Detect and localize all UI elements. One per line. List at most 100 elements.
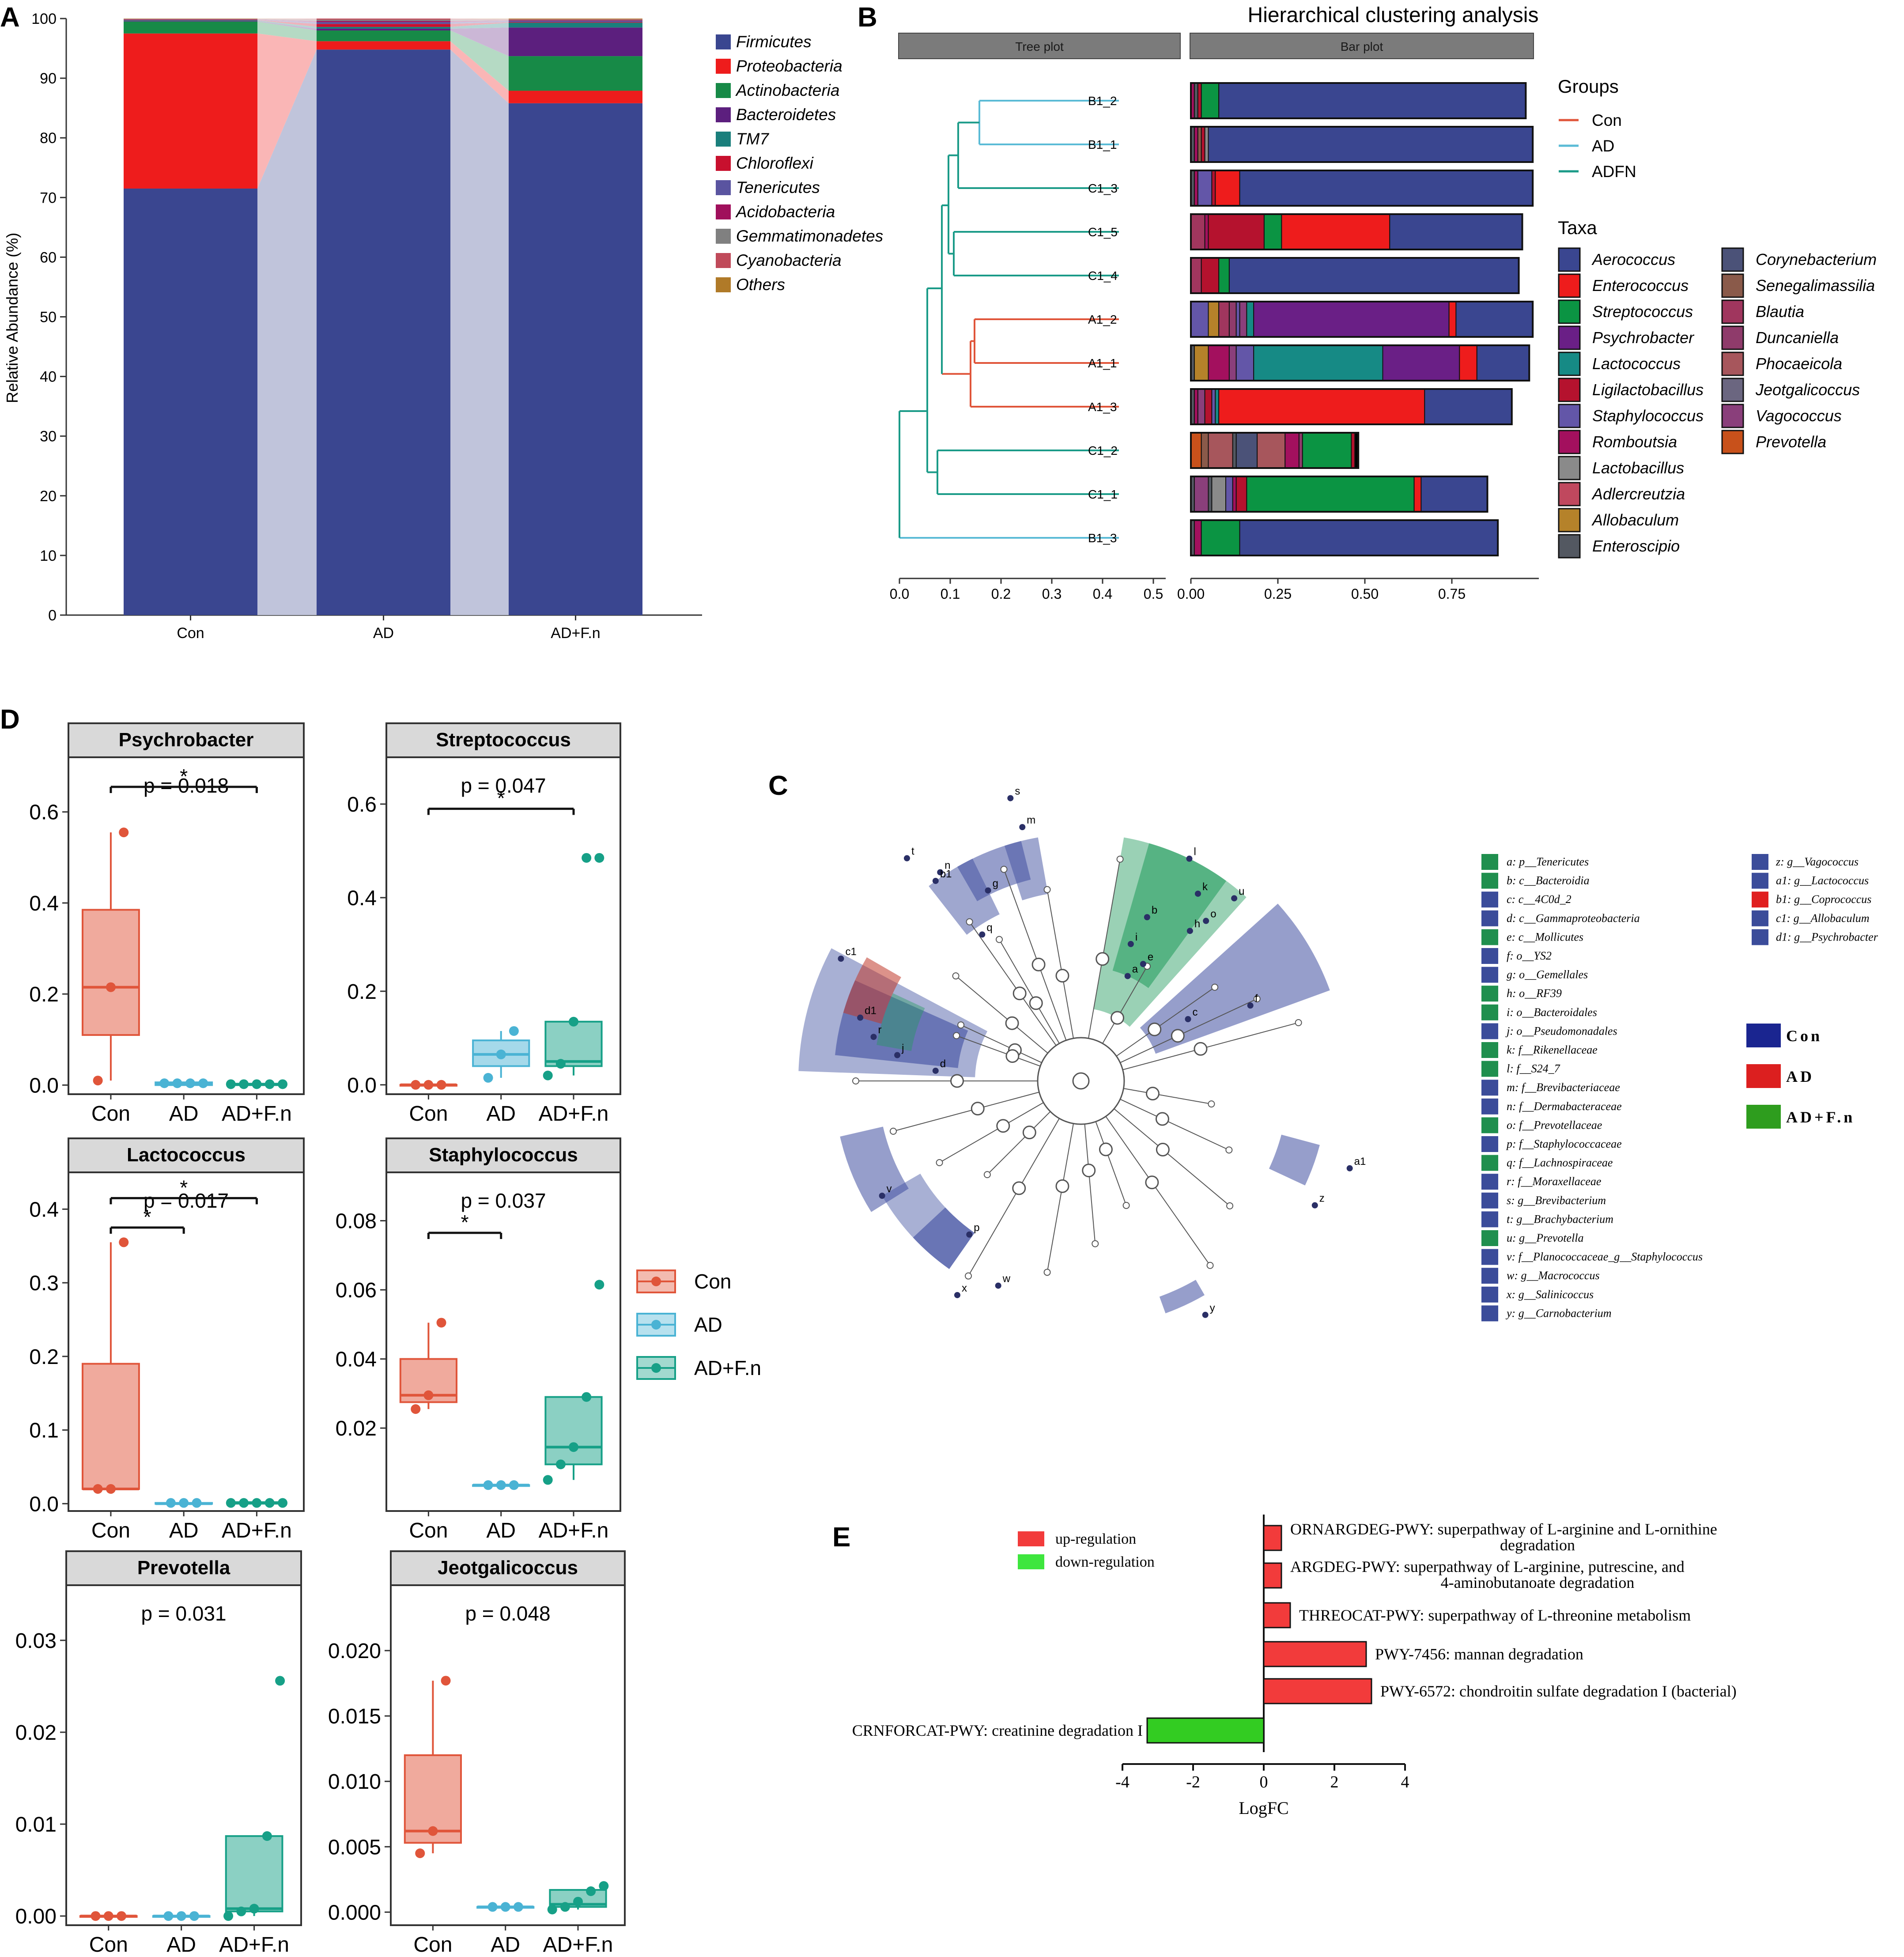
- cladogram-branch: [969, 921, 1057, 1046]
- clustering-bar-segment: [1218, 301, 1230, 337]
- clustering-bar-segment: [1239, 170, 1534, 206]
- lefse-legend-label: q: f__Lachnospiraceae: [1507, 1156, 1613, 1169]
- panel-a-bar-segment: [509, 56, 642, 91]
- panel-e-x-tick-label: 4: [1401, 1773, 1409, 1791]
- boxplot-x-tick-label: AD+F.n: [543, 1933, 613, 1957]
- panel-e-bar: [1146, 1717, 1265, 1744]
- boxplot-y-tick-label: 0.0: [29, 1492, 59, 1516]
- cladogram-node-label: i: [1135, 931, 1137, 943]
- lefse-legend-swatch: [1481, 1174, 1498, 1190]
- panel-e-x-tick-label: -2: [1186, 1773, 1200, 1791]
- boxplot-point: [594, 853, 604, 863]
- lefse-legend-swatch: [1481, 1098, 1498, 1115]
- panel-a-flow-band: [450, 27, 509, 57]
- clustering-bar-segment: [1228, 345, 1237, 381]
- panel-a-x-tick-label: Con: [177, 625, 204, 642]
- panel-e-legend-label: down-regulation: [1055, 1554, 1155, 1570]
- boxplot-point: [163, 1911, 174, 1921]
- cladogram-node-label: x: [962, 1282, 967, 1294]
- panel-a-x-tick-label: AD+F.n: [551, 625, 600, 642]
- cladogram-node: [1099, 1142, 1113, 1156]
- cladogram-node: [1096, 952, 1110, 966]
- clustering-bar-outline: [1190, 170, 1534, 207]
- cladogram-node-label: a: [1132, 963, 1138, 975]
- boxplot-y-tick-label: 0.08: [336, 1210, 377, 1233]
- boxplot-y-tick-label: 0.03: [15, 1629, 57, 1653]
- cladogram-leaf-node: [852, 1077, 859, 1084]
- panel-a-bar-segment: [509, 23, 642, 28]
- panel-a-y-tick-label: 30: [40, 428, 57, 445]
- boxplot-panel-border: [385, 756, 621, 1095]
- clustering-bar-segment: [1215, 170, 1240, 206]
- clustering-bar-segment: [1284, 432, 1300, 468]
- panel-d-boxplots: Psychrobacter p = 0.018 0.0 0.2 0.4 0.6 Con AD A…: [15, 722, 761, 1957]
- boxplot-strip-title: Streptococcus: [436, 729, 571, 751]
- tree-x-tick-label: 0.0: [890, 586, 909, 602]
- panel-a-stacked-bar-chart: Relative Abundance (%) 0 10 20 30 40 50 60 70 80…: [3, 11, 883, 642]
- cladogram-node-label: w: [1002, 1273, 1011, 1285]
- taxa-legend-label: Lactococcus: [1592, 355, 1681, 373]
- boxplot-strip-title: Staphylococcus: [429, 1144, 578, 1166]
- panel-a-flow-band: [450, 19, 509, 20]
- boxplot-point: [223, 1911, 234, 1921]
- cladogram-node-label: m: [1027, 814, 1035, 826]
- panel-a-flow-band: [257, 21, 317, 31]
- boxplot-x-tick-label: Con: [91, 1102, 130, 1126]
- cladogram-labelled-node: [937, 869, 944, 876]
- boxplot-point: [106, 982, 116, 992]
- cladogram-labelled-node: [932, 877, 939, 884]
- lefse-legend-label: o: f__Prevotellaceae: [1507, 1118, 1602, 1131]
- panel-a-legend-label: Gemmatimonadetes: [736, 227, 883, 245]
- dendrogram-leaf-label: B1_1: [1088, 138, 1117, 151]
- dendrogram-leaf-label: C1_3: [1088, 181, 1118, 195]
- dendrogram-leaf-label: B1_3: [1088, 531, 1117, 545]
- taxa-legend-swatch: [1558, 430, 1581, 454]
- cladogram-leaf-node: [1043, 886, 1051, 893]
- lefse-legend-label: p: f__Staphylococcaceae: [1506, 1137, 1622, 1150]
- panel-a-legend-label: Others: [736, 276, 785, 294]
- boxplot-point: [93, 1484, 103, 1494]
- taxa-legend-swatch: [1558, 273, 1581, 298]
- cladogram-leaf-node: [953, 1032, 960, 1039]
- cladogram-labelled-node: [985, 887, 991, 894]
- significance-star: *: [144, 1205, 151, 1228]
- panel-e-x-tick-label: 0: [1260, 1773, 1268, 1791]
- boxplot-p-value: p = 0.047: [461, 774, 546, 797]
- clustering-bar-segment: [1246, 476, 1415, 512]
- cladogram-branch: [1114, 1108, 1230, 1206]
- clustering-bar-segment: [1424, 389, 1512, 425]
- boxplot-panel-border: [385, 1171, 621, 1512]
- cladogram-branch: [1120, 998, 1258, 1063]
- clustering-bar-segment: [1201, 126, 1205, 162]
- lefse-group-swatch: [1746, 1064, 1781, 1088]
- boxplot-strip: [68, 722, 305, 758]
- clustering-bar-outline: [1190, 82, 1527, 119]
- clustering-bar-segment: [1253, 345, 1383, 381]
- cladogram-node: [1171, 1029, 1185, 1043]
- clade-highlight-brevibacterium: [929, 858, 1000, 935]
- cladogram-node: [1156, 1143, 1170, 1157]
- cladogram-leaf-node: [952, 972, 960, 980]
- cladogram-leaf-node: [1253, 995, 1261, 1003]
- cladogram-labelled-node: [1186, 928, 1193, 934]
- lefse-legend-label: d: c__Gammaproteobacteria: [1507, 912, 1640, 925]
- panel-a-y-tick-label: 10: [40, 548, 57, 564]
- cladogram-leaf-node: [1208, 1100, 1215, 1108]
- boxplot-y-tick-label: 0.1: [29, 1419, 59, 1443]
- boxplot-point: [555, 1059, 566, 1069]
- panel-a-legend-swatch: [716, 156, 731, 171]
- lefse-group-label: AD: [1786, 1068, 1814, 1085]
- lefse-group-label: AD+F.n: [1786, 1108, 1855, 1126]
- clustering-bar-segment: [1225, 476, 1233, 512]
- panel-e-bar-label: PWY-6572: chondroitin sulfate degradatio…: [1380, 1682, 1737, 1700]
- boxplot-point: [573, 1897, 583, 1907]
- lefse-legend-swatch: [1481, 1023, 1498, 1039]
- panel-a-flow-band: [450, 22, 509, 27]
- boxplot-legend-dot: [651, 1277, 661, 1286]
- clustering-bar-segment: [1215, 389, 1220, 425]
- boxplot-y-tick-label: 0.6: [347, 793, 377, 816]
- clustering-bar-segment: [1351, 432, 1356, 468]
- panel-a-legend-swatch: [716, 277, 731, 292]
- panel-a-legend-label: Firmicutes: [736, 33, 812, 51]
- cladogram-leaf-node: [1116, 855, 1124, 863]
